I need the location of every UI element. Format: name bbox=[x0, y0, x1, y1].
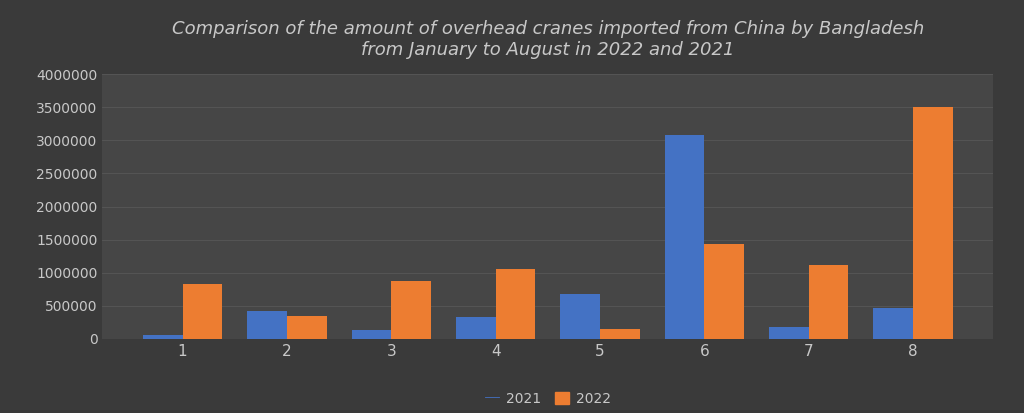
Bar bbox=[287, 316, 327, 339]
Bar bbox=[247, 311, 287, 339]
Legend: 2021, 2022: 2021, 2022 bbox=[485, 392, 610, 406]
Bar bbox=[456, 317, 496, 339]
Bar bbox=[182, 284, 222, 339]
Bar bbox=[600, 330, 640, 339]
Bar bbox=[769, 327, 809, 339]
Bar bbox=[143, 335, 182, 339]
Bar bbox=[351, 330, 391, 339]
Bar bbox=[913, 107, 952, 339]
Bar bbox=[705, 244, 744, 339]
Bar bbox=[665, 135, 705, 339]
Bar bbox=[560, 294, 600, 339]
Bar bbox=[873, 308, 913, 339]
Bar bbox=[809, 265, 849, 339]
Title: Comparison of the amount of overhead cranes imported from China by Bangladesh
fr: Comparison of the amount of overhead cra… bbox=[172, 20, 924, 59]
Bar bbox=[391, 281, 431, 339]
Bar bbox=[496, 268, 536, 339]
